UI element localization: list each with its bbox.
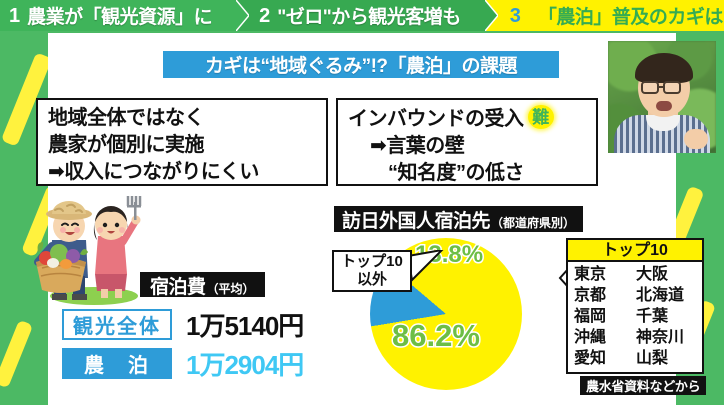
issue-right-line-3: “知名度”の低さ [388, 162, 525, 184]
callout-line-1: トップ10 [341, 253, 403, 270]
hair-shape [635, 53, 693, 83]
mouth-shape [656, 101, 672, 111]
callout-line-2: 以外 [356, 271, 387, 288]
glasses-bridge [659, 86, 665, 88]
headline-number-1: 1 [9, 4, 21, 27]
top10-item: 神奈川 [636, 329, 685, 346]
vegetable-basket [36, 242, 88, 293]
issue-left-line-2: 農家が個別に実施 [48, 134, 205, 156]
top10-item: 大阪 [636, 266, 669, 283]
cost-row-tourism-total: 観光全体 1万5140円 [62, 306, 304, 343]
pie-label-top10: 86.2% [391, 317, 482, 355]
issue-box-right: インバウンドの受入難 ➡言葉の壁 “知名度”の低さ [336, 98, 598, 186]
top10-item: 京都 [574, 287, 607, 304]
yellow-dot-icon [527, 105, 554, 129]
cost-value-tourism-total: 1万5140円 [186, 311, 304, 341]
issue-right-line-1-text: インバウンドの受入 [348, 108, 524, 130]
cost-label-noohaku: 農 泊 [62, 348, 172, 379]
turnip-shape [47, 258, 59, 268]
glasses-icon [663, 81, 681, 94]
headline-label-3: 「農泊」普及のカギは [537, 7, 724, 28]
top10-item: 東京 [574, 266, 607, 283]
title-banner: カギは“地域ぐるみ”!?「農泊」の課題 [163, 51, 559, 78]
top10-item: 福岡 [574, 308, 607, 325]
eggplant-shape [66, 249, 80, 263]
collar-shape [646, 115, 680, 131]
headline-label-2: "ゼロ"から観光客増も [277, 7, 461, 28]
top10-item: 千葉 [636, 308, 669, 325]
farmers-illustration [34, 196, 142, 305]
pie-section-header: 訪日外国人宿泊先 （都道府県別） [334, 206, 584, 232]
issue-right-line-1: インバウンドの受入難 [348, 105, 596, 133]
farmer-woman-figure [93, 196, 142, 298]
top10-item: 山梨 [636, 350, 669, 367]
top10-item: 沖縄 [574, 329, 607, 346]
speaker-video-inset [608, 41, 716, 153]
top10-item: 愛知 [574, 350, 607, 367]
issue-left-line-1: 地域全体ではなく [48, 107, 205, 129]
lodging-cost-header-sub: （平均） [206, 282, 255, 296]
headline-strip: 1 農業が「観光資源」に 2 "ゼロ"から観光客増も 3 「農泊」普及のカギは [0, 0, 724, 31]
cost-row-noohaku: 農 泊 1万2904円 [62, 345, 304, 382]
callout-leader-line [408, 250, 444, 283]
decor-slash [0, 319, 34, 389]
headline-number-2: 2 [259, 4, 271, 27]
top10-list-header: トップ10 [568, 240, 702, 262]
difficulty-kanji: 難 [532, 107, 549, 127]
callout-other-than-top10: トップ10 以外 [332, 250, 412, 292]
cabbage-shape [50, 244, 68, 262]
lodging-cost-header: 宿泊費 （平均） [140, 272, 265, 298]
glasses-icon [641, 81, 659, 94]
headline-label-1: 農業が「観光資源」に [27, 7, 213, 28]
carrot-shape [60, 259, 72, 269]
top10-item: 北海道 [636, 287, 685, 304]
headline-item-2[interactable]: 2 "ゼロ"から観光客増も [236, 0, 498, 31]
top10-list-grid: 東京 大阪 京都 北海道 福岡 千葉 沖縄 神奈川 愛知 山梨 [568, 262, 702, 369]
pie-header-sub: （都道府県別） [491, 216, 576, 230]
headline-item-3[interactable]: 3 「農泊」普及のカギは [484, 0, 724, 31]
headline-divider-icon [236, 0, 250, 31]
lodging-cost-header-main: 宿泊費 [150, 277, 206, 298]
pie-header-main: 訪日外国人宿泊先 [342, 211, 491, 232]
title-banner-text: カギは“地域ぐるみ”!?「農泊」の課題 [204, 56, 518, 77]
headline-number-3: 3 [509, 4, 521, 27]
top10-prefecture-list: トップ10 東京 大阪 京都 北海道 福岡 千葉 沖縄 神奈川 愛知 山梨 [566, 238, 704, 374]
source-text: 農水省資料などから [586, 379, 701, 394]
headline-item-1[interactable]: 1 農業が「観光資源」に [0, 0, 250, 31]
source-attribution: 農水省資料などから [580, 376, 707, 395]
issue-box-left: 地域全体ではなく 農家が個別に実施 ➡収入につながりにくい [36, 98, 328, 186]
difficulty-highlight-badge: 難 [527, 105, 554, 129]
issue-right-line-2: ➡言葉の壁 [370, 135, 465, 157]
cost-label-tourism-total: 観光全体 [62, 309, 172, 340]
cost-value-noohaku: 1万2904円 [186, 350, 304, 380]
issue-left-line-3: ➡収入につながりにくい [48, 161, 259, 183]
headline-divider-icon [484, 0, 498, 31]
hand-shape [684, 129, 708, 149]
